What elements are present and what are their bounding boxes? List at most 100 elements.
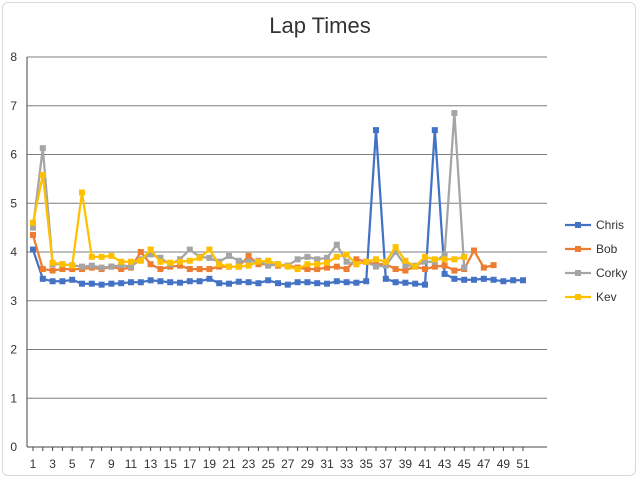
corky-point — [98, 264, 105, 271]
y-tick-label: 4 — [10, 245, 17, 259]
kev-point — [30, 219, 36, 226]
chris-point — [59, 278, 66, 285]
corky-point — [39, 145, 46, 152]
chris-point — [510, 277, 517, 284]
bob-point — [147, 261, 154, 268]
y-tick-label: 3 — [10, 294, 17, 308]
y-tick-label: 1 — [10, 391, 17, 405]
legend-swatch-marker — [575, 222, 581, 228]
bob-point — [353, 256, 360, 263]
corky-point — [30, 224, 36, 231]
bob-point — [206, 266, 213, 273]
kev-point — [304, 261, 311, 268]
kev-point — [39, 171, 46, 178]
kev-point — [255, 258, 262, 265]
chris-point — [500, 278, 507, 285]
chris-point — [226, 280, 232, 287]
chris-point — [343, 279, 350, 286]
chris-point — [186, 278, 193, 285]
chris-point — [49, 278, 56, 285]
x-tick-label: 17 — [183, 457, 197, 471]
chris-point — [284, 281, 291, 288]
chris-point — [118, 280, 125, 287]
chris-point — [216, 280, 223, 287]
x-tick-label: 23 — [242, 457, 256, 471]
corky-point — [226, 252, 232, 259]
kev-point — [167, 259, 174, 266]
kev-point — [451, 256, 458, 263]
x-tick-label: 19 — [203, 457, 217, 471]
bob-point — [451, 267, 458, 274]
chris-point — [157, 278, 164, 285]
x-tick-label: 31 — [320, 457, 334, 471]
kev-point — [402, 257, 409, 264]
x-tick-label: 29 — [301, 457, 315, 471]
kev-point — [98, 253, 105, 260]
x-tick-label: 11 — [125, 457, 138, 471]
corky-point — [128, 263, 134, 270]
chris-point — [333, 278, 340, 285]
x-axis: 1 3 5 7 9 11 13 15 17 19 21 23 25 27 29 31 33 35 37 39 41 43 4… — [30, 447, 530, 471]
corky-point — [118, 262, 125, 269]
chris-point — [245, 279, 252, 286]
x-tick-label: 3 — [49, 457, 56, 471]
kev-point — [147, 246, 154, 253]
chris-point — [39, 275, 46, 282]
bob-point — [39, 266, 46, 273]
kev-point — [275, 261, 281, 268]
chris-point — [363, 278, 370, 285]
chart-area — [2, 2, 636, 476]
bob-point — [69, 266, 76, 273]
x-tick-label: 15 — [164, 457, 178, 471]
legend-swatch-marker — [575, 294, 581, 300]
chris-point — [167, 279, 174, 286]
x-tick-label: 5 — [69, 457, 76, 471]
kev-point — [324, 259, 330, 266]
bob-point — [177, 262, 183, 269]
bob-point — [343, 266, 350, 273]
chris-point — [137, 279, 144, 286]
chris-point — [206, 275, 213, 282]
chris-point — [402, 279, 409, 286]
chris-point — [177, 279, 183, 286]
chart-title: Lap Times — [269, 13, 371, 38]
corky-point — [373, 263, 379, 270]
bob-point — [480, 264, 487, 271]
kev-point — [294, 266, 301, 273]
kev-point — [177, 258, 183, 265]
x-tick-label: 43 — [438, 457, 452, 471]
x-tick-label: 45 — [458, 457, 472, 471]
bob-point — [157, 266, 164, 273]
corky-point — [441, 251, 448, 258]
corky-point — [294, 256, 301, 263]
kev-point — [235, 263, 242, 270]
kev-point — [59, 261, 66, 268]
chris-point — [98, 281, 105, 288]
kev-point — [265, 257, 272, 264]
kev-point — [363, 258, 370, 265]
x-tick-label: 13 — [144, 457, 158, 471]
kev-point — [431, 256, 438, 263]
kev-point — [88, 253, 95, 260]
corky-point — [422, 258, 428, 265]
bob-point — [186, 266, 193, 273]
corky-point — [265, 262, 272, 269]
chris-point — [128, 279, 134, 286]
kev-point — [441, 256, 448, 263]
kev-point — [186, 257, 193, 264]
series-chris — [30, 127, 526, 288]
series-corky — [30, 110, 468, 271]
bob-point — [314, 266, 321, 273]
x-tick-label: 47 — [477, 457, 491, 471]
kev-point — [49, 259, 56, 266]
chris-point — [255, 280, 262, 287]
kev-point — [128, 258, 134, 265]
kev-point — [216, 261, 223, 268]
chris-point — [461, 276, 468, 283]
kev-point — [137, 257, 144, 264]
kev-point — [196, 254, 203, 261]
kev-point — [422, 253, 428, 260]
gridlines — [26, 56, 547, 448]
bob-point — [118, 266, 125, 273]
